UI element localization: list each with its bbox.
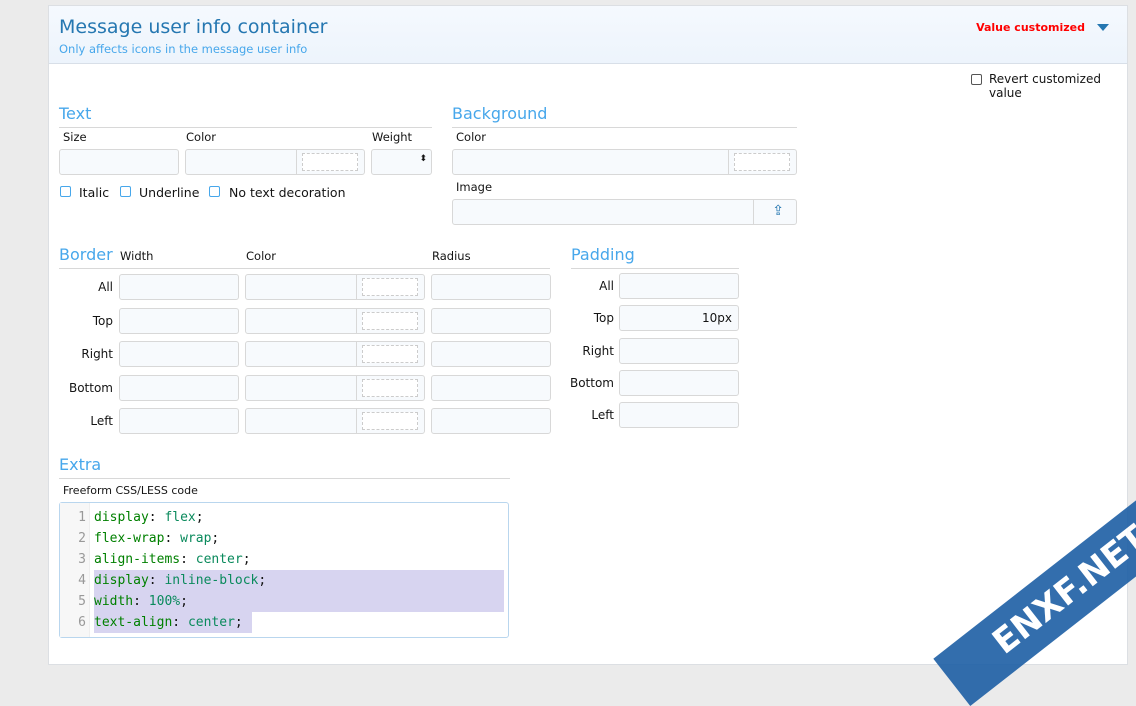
- css-property: display: [94, 573, 149, 588]
- text-heading: Text: [59, 104, 92, 123]
- css-value: center: [195, 552, 243, 567]
- code-line: width: 100%;: [94, 594, 188, 609]
- text-color-input[interactable]: [185, 149, 365, 175]
- collapse-caret-icon[interactable]: [1097, 24, 1109, 31]
- padding-heading: Padding: [571, 245, 635, 264]
- border-radius-input[interactable]: [431, 274, 551, 300]
- padding-row-label: Bottom: [569, 375, 614, 390]
- css-property: flex-wrap: [94, 531, 165, 546]
- style-property-panel: Message user info container Only affects…: [48, 5, 1128, 665]
- revert-label: Revert customized value: [989, 72, 1101, 100]
- color-swatch[interactable]: [362, 278, 418, 296]
- line-number: 2: [78, 531, 86, 546]
- color-swatch[interactable]: [362, 345, 418, 363]
- css-property: align-items: [94, 552, 181, 567]
- padding-row-label: Right: [582, 343, 614, 358]
- italic-label: Italic: [79, 185, 110, 200]
- code-line: text-align: center;: [94, 615, 243, 630]
- extra-heading: Extra: [59, 455, 102, 474]
- border-color-input[interactable]: [245, 408, 425, 434]
- css-value: center: [187, 615, 235, 630]
- border-row-label: All: [98, 280, 113, 294]
- css-property: display: [94, 510, 149, 525]
- padding-input[interactable]: [619, 337, 739, 364]
- border-radius-input[interactable]: [431, 374, 551, 401]
- css-code-editor[interactable]: 1 display: flex; 2 flex-wrap: wrap; 3 al…: [59, 502, 509, 638]
- border-width-input[interactable]: [119, 274, 239, 300]
- property-header[interactable]: Message user info container Only affects…: [49, 6, 1127, 64]
- padding-input[interactable]: [619, 369, 739, 396]
- border-row-label: Left: [90, 414, 113, 428]
- css-value: wrap: [180, 531, 212, 546]
- padding-row-label: Left: [591, 408, 614, 423]
- css-value: flex: [164, 510, 196, 525]
- border-heading: Border: [59, 245, 113, 264]
- border-color-input[interactable]: [245, 274, 425, 300]
- line-number: 4: [78, 573, 86, 588]
- color-swatch[interactable]: [362, 378, 418, 397]
- line-number: 1: [78, 510, 86, 525]
- code-label: Freeform CSS/LESS code: [63, 484, 198, 497]
- weight-label: Weight: [372, 130, 413, 144]
- code-line: display: flex;: [94, 510, 204, 525]
- line-number: 6: [78, 615, 86, 630]
- underline-checkbox[interactable]: [120, 186, 131, 197]
- code-line: flex-wrap: wrap;: [94, 531, 220, 546]
- css-property: text-align: [94, 615, 173, 630]
- no-decoration-checkbox[interactable]: [209, 186, 220, 197]
- border-color-input[interactable]: [245, 374, 425, 401]
- property-description: Only affects icons in the message user i…: [59, 42, 308, 56]
- image-label: Image: [456, 180, 493, 194]
- background-heading: Background: [452, 104, 548, 123]
- border-width-input[interactable]: [119, 341, 239, 367]
- weight-select[interactable]: ⬍: [371, 149, 432, 175]
- size-label: Size: [63, 130, 87, 144]
- text-size-input[interactable]: [59, 149, 179, 175]
- css-value: inline-block: [164, 573, 259, 588]
- color-swatch[interactable]: [734, 153, 790, 171]
- border-color-label: Color: [246, 249, 277, 263]
- code-line: display: inline-block;: [94, 573, 267, 588]
- border-width-label: Width: [120, 249, 154, 263]
- border-row-label: Top: [92, 313, 113, 328]
- upload-icon[interactable]: ⇪: [772, 203, 784, 219]
- text-color-label: Color: [186, 130, 217, 144]
- border-color-input[interactable]: [245, 341, 425, 367]
- border-row-label: Right: [81, 347, 113, 361]
- border-width-input[interactable]: [119, 307, 239, 334]
- border-width-input[interactable]: [119, 374, 239, 401]
- border-radius-input[interactable]: [431, 408, 551, 434]
- padding-row-label: Top: [593, 311, 614, 326]
- code-line: align-items: center;: [94, 552, 251, 567]
- line-number: 5: [78, 594, 86, 609]
- padding-row-label: All: [599, 279, 614, 293]
- border-row-label: Bottom: [68, 380, 113, 395]
- css-property: width: [94, 594, 134, 609]
- padding-input[interactable]: 10px: [619, 305, 739, 332]
- property-title: Message user info container: [59, 16, 328, 38]
- border-radius-input[interactable]: [431, 341, 551, 367]
- underline-label: Underline: [139, 185, 200, 200]
- bg-color-label: Color: [456, 130, 487, 144]
- revert-checkbox[interactable]: [971, 74, 982, 85]
- bg-image-input[interactable]: ⇪: [452, 199, 797, 225]
- padding-input[interactable]: [619, 402, 739, 429]
- italic-checkbox[interactable]: [60, 186, 71, 197]
- border-radius-label: Radius: [432, 249, 471, 263]
- css-value: 100%: [148, 594, 181, 609]
- color-swatch[interactable]: [302, 153, 358, 171]
- line-number: 3: [78, 552, 86, 567]
- border-color-input[interactable]: [245, 307, 425, 334]
- color-swatch[interactable]: [362, 311, 418, 330]
- color-swatch[interactable]: [362, 412, 418, 430]
- no-decoration-label: No text decoration: [229, 185, 346, 200]
- border-radius-input[interactable]: [431, 307, 551, 334]
- select-arrows-icon: ⬍: [419, 154, 427, 164]
- value-customized-status: Value customized: [976, 21, 1085, 34]
- bg-color-input[interactable]: [452, 149, 797, 175]
- padding-input[interactable]: [619, 273, 739, 299]
- border-width-input[interactable]: [119, 408, 239, 434]
